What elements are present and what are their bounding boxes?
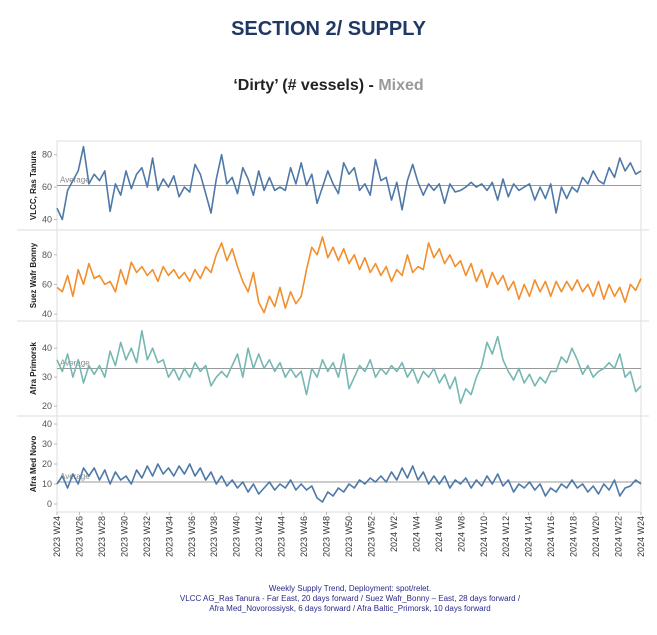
y-tick-label: 30	[42, 372, 52, 382]
x-tick-label: 2023 W32	[142, 516, 152, 557]
y-tick-label: 80	[42, 250, 52, 260]
x-tick-label: 2024 W6	[434, 516, 444, 552]
x-tick-label: 2024 W16	[546, 516, 556, 557]
y-tick-label: 20	[42, 401, 52, 411]
x-tick-label: 2023 W46	[299, 516, 309, 557]
x-tick-label: 2023 W38	[209, 516, 219, 557]
x-tick-label: 2023 W26	[74, 516, 84, 557]
x-tick-label: 2023 W42	[254, 516, 264, 557]
panel-label: VLCC, Ras Tanura	[29, 150, 38, 220]
x-tick-label: 2024 W10	[479, 516, 489, 557]
series-line	[56, 236, 642, 314]
x-tick-label: 2024 W4	[411, 516, 421, 552]
x-tick-label: 2024 W24	[636, 516, 646, 557]
chart-subtitle: ‘Dirty’ (# vessels) - Mixed	[0, 77, 657, 95]
supply-chart: 40 60 80 VLCC, Ras Tanura Average 40 60 80 Suez …	[17, 140, 649, 557]
x-tick-label: 2023 W24	[52, 516, 62, 557]
x-tick-label: 2023 W28	[97, 516, 107, 557]
section-title: SECTION 2/ SUPPLY	[231, 18, 426, 40]
x-tick-label: 2024 W8	[456, 516, 466, 552]
y-tick-label: 10	[42, 479, 52, 489]
x-tick-label: 2023 W44	[277, 516, 287, 557]
chart-footnote: Weekly Supply Trend, Deployment: spot/re…	[100, 584, 600, 614]
x-tick-label: 2024 W22	[614, 516, 624, 557]
series-line	[56, 145, 642, 221]
y-tick-label: 20	[42, 459, 52, 469]
y-tick-label: 0	[47, 499, 52, 509]
y-tick-label: 40	[42, 419, 52, 429]
x-tick-label: 2024 W12	[501, 516, 511, 557]
y-tick-label: 40	[42, 309, 52, 319]
average-label: Average	[60, 176, 90, 185]
x-tick-label: 2023 W34	[164, 516, 174, 557]
y-tick-label: 80	[42, 150, 52, 160]
y-tick-label: 60	[42, 182, 52, 192]
panel-label: Afra Med Novo	[29, 436, 38, 493]
y-tick-label: 30	[42, 439, 52, 449]
x-tick-label: 2023 W36	[187, 516, 197, 557]
x-tick-label: 2024 W20	[591, 516, 601, 557]
y-tick-label: 40	[42, 215, 52, 225]
panel-label: Suez Wafr Bonny	[29, 242, 38, 308]
y-tick-label: 60	[42, 279, 52, 289]
x-tick-label: 2024 W2	[389, 516, 399, 552]
x-tick-label: 2023 W52	[366, 516, 376, 557]
series-line	[56, 330, 642, 405]
subtitle-main: ‘Dirty’ (# vessels) -	[233, 77, 379, 94]
x-tick-label: 2023 W50	[344, 516, 354, 557]
x-tick-label: 2024 W14	[524, 516, 534, 557]
y-tick-label: 40	[42, 343, 52, 353]
average-label: Average	[60, 359, 90, 368]
footnote-line-2: VLCC AG_Ras Tanura - Far East, 20 days f…	[179, 594, 521, 603]
subtitle-accent: Mixed	[378, 77, 424, 94]
footnote-line-3: Afra Med_Novorossiysk, 6 days forward / …	[209, 604, 491, 613]
x-tick-label: 2024 W18	[569, 516, 579, 557]
panel-label: Afra Primorsk	[29, 342, 38, 395]
x-tick-label: 2023 W48	[322, 516, 332, 557]
x-tick-label: 2023 W30	[119, 516, 129, 557]
footnote-line-1: Weekly Supply Trend, Deployment: spot/re…	[268, 584, 432, 593]
series-line	[56, 463, 642, 503]
x-tick-label: 2023 W40	[232, 516, 242, 557]
